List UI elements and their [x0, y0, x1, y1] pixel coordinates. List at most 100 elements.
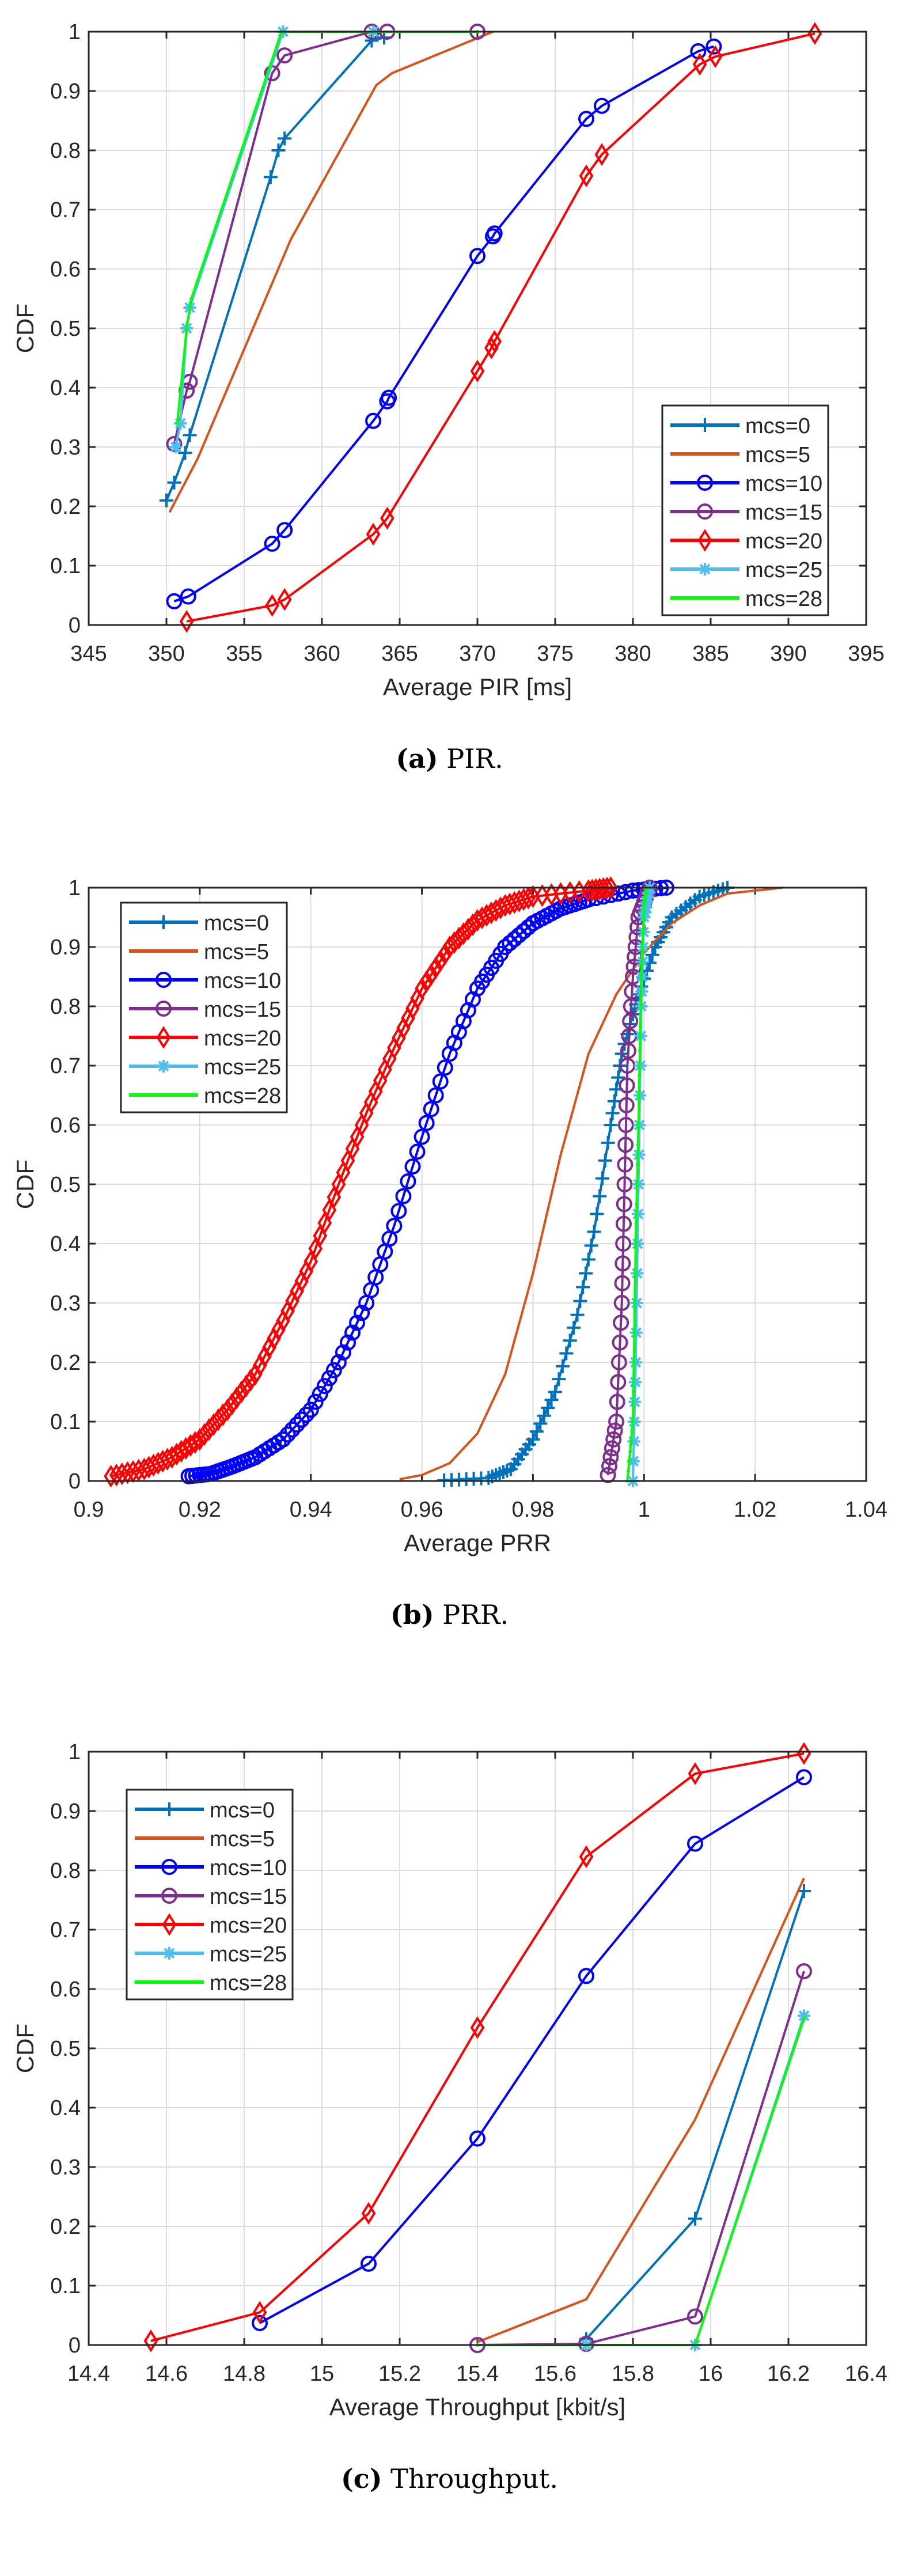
- data-point: [469, 2130, 485, 2147]
- series-mcs-20: [104, 876, 618, 1488]
- data-point: [541, 1400, 555, 1415]
- data-point: [447, 931, 462, 954]
- legend-marker: [157, 1060, 170, 1073]
- data-point: [189, 297, 194, 301]
- x-axis-label: Average PIR [ms]: [383, 673, 572, 700]
- data-point: [316, 1378, 333, 1395]
- x-tick-label: 390: [770, 642, 806, 666]
- legend-item: mcs=20: [135, 1913, 287, 1938]
- figure-caption-throughput: (c) Throughput.: [0, 2463, 899, 2494]
- y-tick-label: 0: [69, 1469, 81, 1494]
- data-point: [461, 918, 476, 941]
- legend-marker: [697, 529, 712, 552]
- data-point: [211, 1408, 226, 1431]
- data-point: [395, 1188, 412, 1204]
- x-tick-label: 0.94: [290, 1498, 332, 1522]
- data-point: [629, 1439, 633, 1444]
- data-point: [601, 1458, 618, 1475]
- legend-marker: [161, 1859, 177, 1875]
- data-point: [807, 22, 822, 45]
- caption-label: (c): [340, 2463, 382, 2494]
- y-tick-label: 0.2: [50, 1351, 81, 1375]
- data-point: [365, 33, 379, 48]
- legend-item: mcs=28: [670, 587, 822, 611]
- legend-label: mcs=0: [210, 1798, 275, 1823]
- data-point: [638, 1049, 642, 1053]
- data-point: [578, 1968, 594, 1984]
- legend-marker: [698, 418, 712, 432]
- y-tick-label: 0.1: [50, 554, 81, 578]
- data-point: [276, 522, 293, 539]
- data-point: [618, 1097, 635, 1113]
- legend-item: mcs=10: [670, 472, 822, 496]
- y-axis-label: CDF: [12, 2024, 39, 2073]
- data-point: [179, 610, 194, 633]
- data-point: [192, 1428, 207, 1451]
- data-point: [354, 1305, 370, 1321]
- data-point: [484, 336, 499, 359]
- series-mcs-10: [252, 1769, 812, 2331]
- data-point: [469, 248, 485, 264]
- data-point: [277, 588, 292, 611]
- legend-item: mcs=0: [135, 1798, 275, 1823]
- legend-label: mcs=0: [745, 414, 810, 438]
- data-point: [630, 1297, 643, 1309]
- data-point: [252, 2314, 268, 2331]
- data-point: [515, 923, 532, 940]
- legend-marker: [155, 972, 172, 988]
- series-mcs-10: [180, 880, 674, 1484]
- legend-marker: [162, 1913, 177, 1936]
- data-point: [470, 2016, 485, 2039]
- x-tick-label: 1.04: [845, 1498, 887, 1522]
- data-point: [612, 1334, 628, 1351]
- data-point: [502, 935, 518, 952]
- data-point: [633, 1301, 637, 1305]
- cdf-chart-pir: 345 350 355 360 365 370 375 380 385 390 395 0 0.1 0.2…: [12, 20, 885, 700]
- data-point: [432, 1073, 449, 1090]
- data-point: [579, 1845, 594, 1869]
- data-point: [629, 1356, 642, 1369]
- data-point: [594, 97, 610, 114]
- chart-panel-prr: 0.9 0.92 0.94 0.96 0.98 1 1.02 1.04 0 0.1 0.2 0.3 0.…: [0, 856, 899, 1712]
- data-point: [166, 435, 183, 452]
- x-tick-label: 375: [537, 642, 573, 666]
- data-point: [629, 1326, 643, 1339]
- x-tick-label: 385: [692, 642, 729, 666]
- data-point: [584, 1238, 598, 1253]
- data-point: [506, 931, 523, 948]
- data-point: [349, 1314, 366, 1331]
- data-point: [188, 1431, 203, 1454]
- data-point: [321, 1370, 337, 1387]
- x-axis-label: Average Throughput [kbit/s]: [329, 2393, 625, 2420]
- legend-item: mcs=15: [129, 998, 281, 1022]
- x-tick-label: 360: [304, 642, 340, 666]
- x-tick-label: 365: [381, 642, 418, 666]
- data-point: [340, 1334, 356, 1351]
- data-point: [275, 1431, 291, 1448]
- y-tick-label: 0.6: [50, 257, 81, 282]
- legend-item: mcs=5: [129, 940, 269, 964]
- data-point: [120, 1461, 135, 1484]
- data-point: [511, 927, 528, 944]
- data-point: [533, 1416, 548, 1431]
- data-point: [263, 170, 278, 184]
- data-point: [630, 1430, 634, 1434]
- x-tick-label: 355: [226, 642, 262, 666]
- data-point: [252, 2301, 267, 2324]
- legend-label: mcs=5: [204, 940, 269, 964]
- series-line: [259, 1776, 805, 2324]
- x-tick-label: 350: [148, 642, 184, 666]
- data-point: [644, 892, 648, 896]
- series-line: [477, 1877, 805, 2343]
- legend-marker: [162, 1802, 176, 1816]
- legend-marker: [157, 915, 170, 929]
- data-point: [643, 895, 647, 899]
- data-point: [529, 1425, 544, 1439]
- x-tick-label: 345: [70, 642, 107, 666]
- x-tick-label: 0.9: [74, 1498, 104, 1522]
- data-point: [593, 1189, 607, 1203]
- y-tick-label: 0.2: [50, 2215, 81, 2239]
- series-mcs-5: [399, 887, 783, 1480]
- data-point: [613, 1314, 629, 1331]
- series-line: [168, 31, 494, 513]
